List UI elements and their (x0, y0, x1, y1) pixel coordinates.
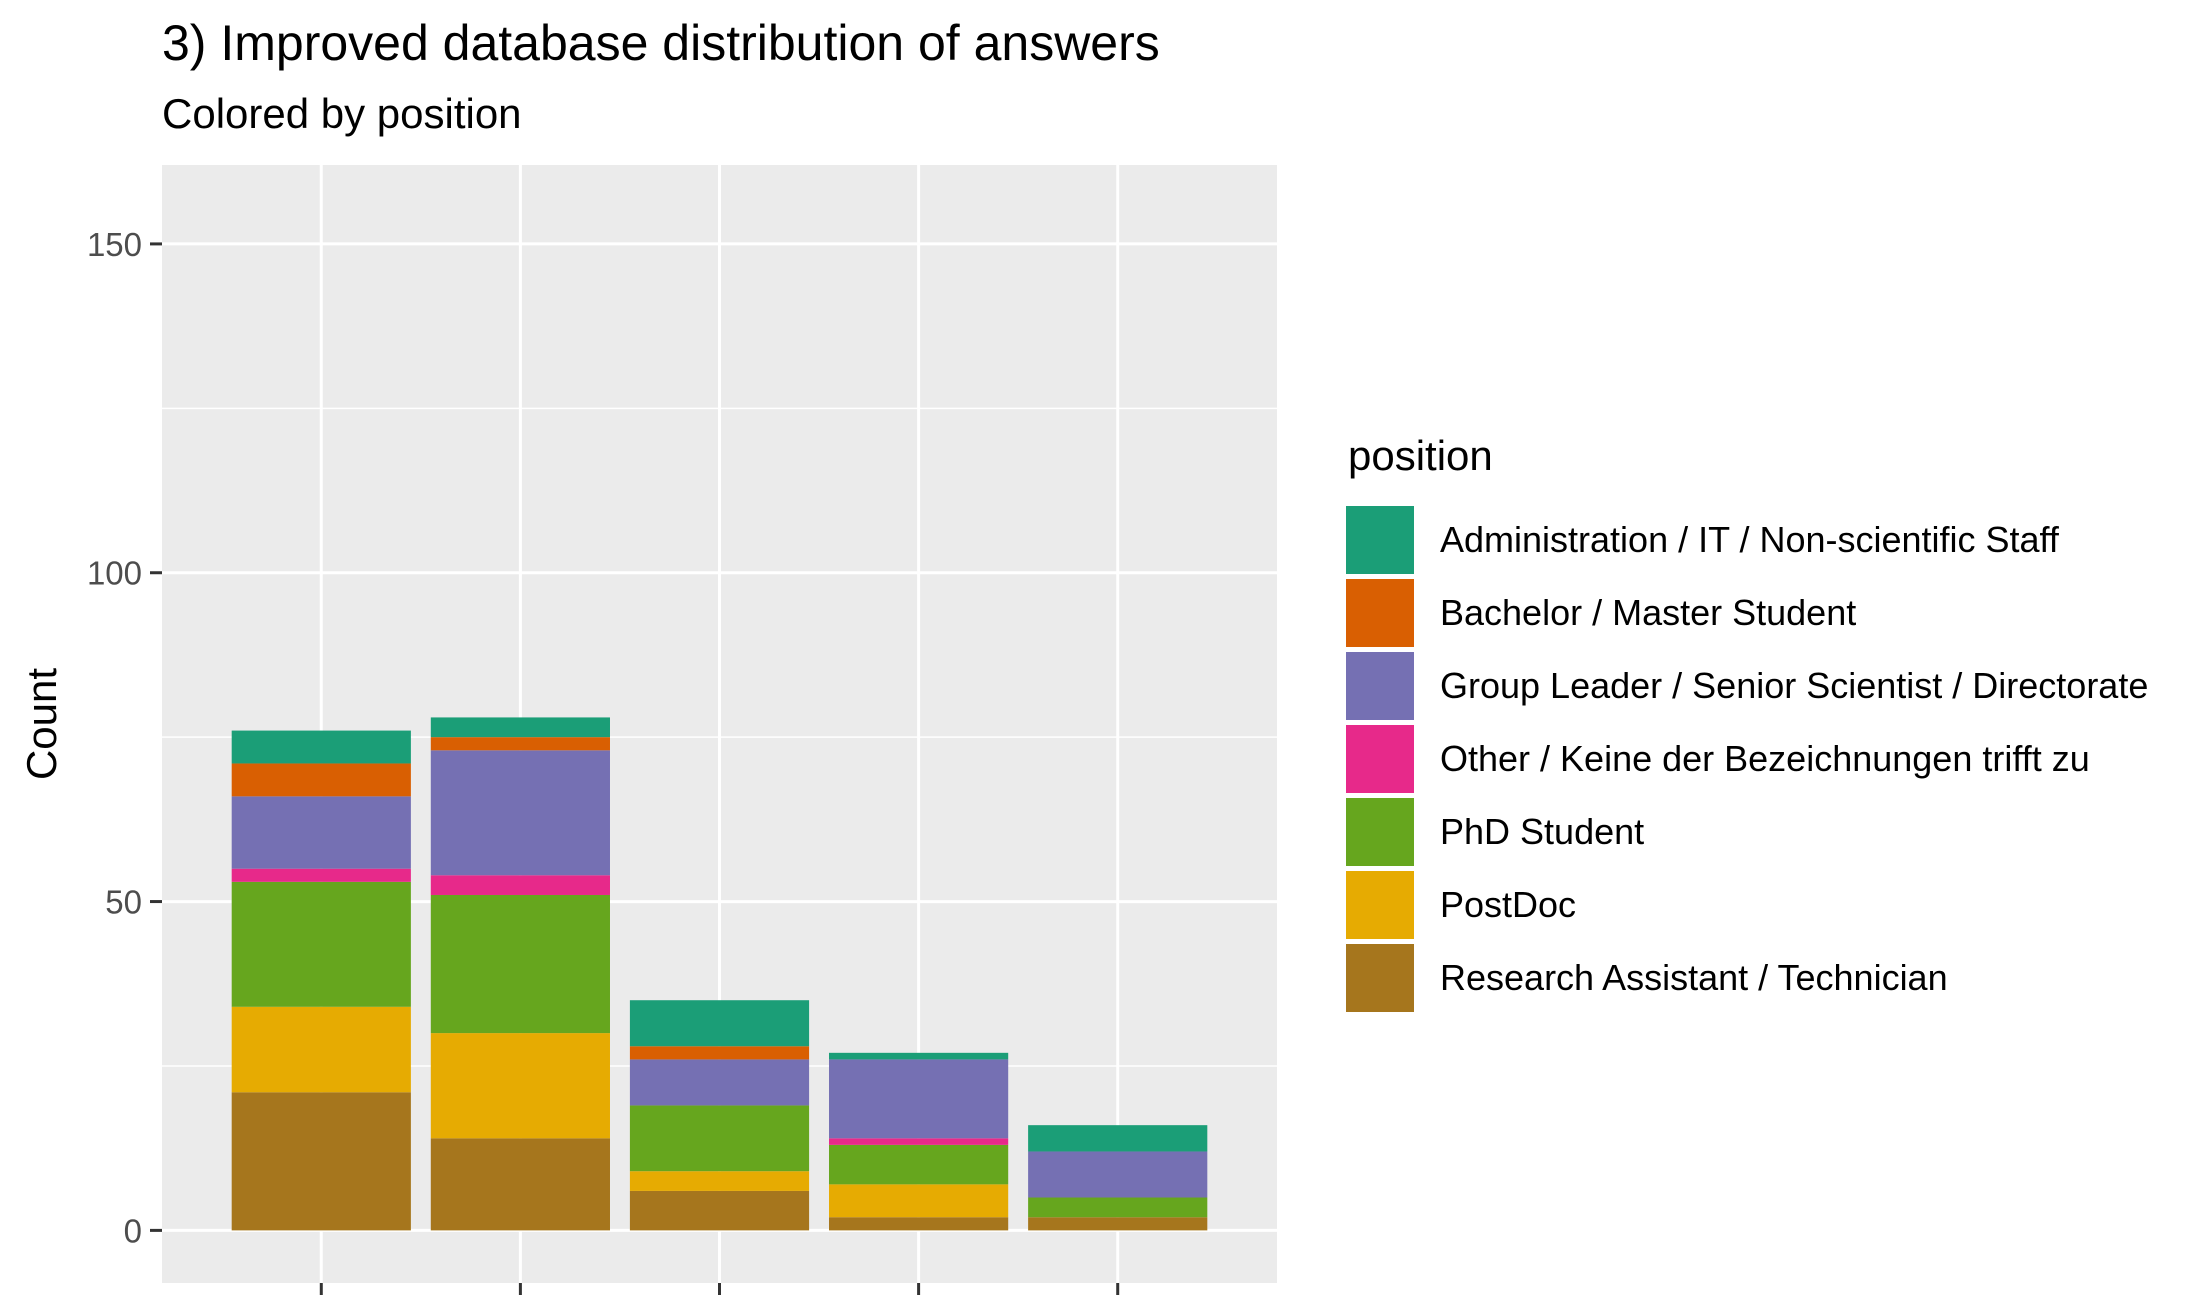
bar-segment (629, 1000, 810, 1047)
y-tick-label: 50 (105, 884, 142, 921)
legend-swatch (1346, 725, 1414, 793)
legend-swatch (1346, 652, 1414, 720)
bar-segment (430, 1138, 610, 1231)
bar-segment (1028, 1151, 1208, 1198)
legend-item: Bachelor / Master Student (1346, 577, 2166, 649)
bar-segment (231, 730, 411, 764)
legend-label: PhD Student (1440, 811, 1645, 852)
legend-title: position (1348, 432, 1493, 479)
bar-segment (1028, 1125, 1208, 1152)
y-axis-label: Count (18, 668, 65, 780)
legend-label: Administration / IT / Non-scientific Sta… (1440, 519, 2059, 560)
legend-swatch (1346, 871, 1414, 939)
legend-swatch (1346, 579, 1414, 647)
bar-segment (231, 1006, 411, 1093)
bar-segment (629, 1190, 810, 1231)
y-tick-label: 150 (87, 226, 142, 263)
bar-segment (430, 894, 610, 1034)
bar-segment (231, 796, 411, 869)
legend-label: Group Leader / Senior Scientist / Direct… (1440, 665, 2149, 706)
legend-swatch (1346, 798, 1414, 866)
bar-segment (430, 737, 610, 751)
bar-segment (430, 875, 610, 895)
bar-segment (430, 1033, 610, 1139)
bar-segment (829, 1217, 1009, 1231)
legend-swatch (1346, 506, 1414, 574)
bar-segment (430, 750, 610, 876)
bar-segment (829, 1144, 1009, 1185)
legend-item: Group Leader / Senior Scientist / Direct… (1346, 650, 2166, 722)
bar-segment (629, 1171, 810, 1191)
bar-segment (829, 1184, 1009, 1218)
y-tick-label: 100 (87, 555, 142, 592)
bar-segment (629, 1059, 810, 1106)
y-axis: 0 50 100 150 (87, 226, 162, 1249)
x-axis (319, 1283, 1120, 1295)
legend-item: Administration / IT / Non-scientific Sta… (1346, 504, 2166, 576)
bar-segment (1028, 1197, 1208, 1218)
chart-subtitle: Colored by position (162, 90, 522, 137)
bar-segment (829, 1138, 1009, 1145)
legend-item: Other / Keine der Bezeichnungen trifft z… (1346, 723, 2166, 795)
bar-segment (231, 763, 411, 797)
legend-item: PostDoc (1346, 869, 2166, 941)
bar-segment (629, 1105, 810, 1172)
bar-segment (829, 1059, 1009, 1139)
bar-segment (1028, 1217, 1208, 1231)
legend-label: PostDoc (1440, 884, 1577, 925)
bar-segment (430, 717, 610, 738)
bar-segment (231, 881, 411, 1007)
bar-segments (231, 717, 1208, 1231)
legend-label: Research Assistant / Technician (1440, 957, 1948, 998)
legend-label: Other / Keine der Bezeichnungen trifft z… (1440, 738, 2090, 779)
bar-segment (629, 1046, 810, 1060)
y-tick-label: 0 (124, 1212, 142, 1249)
bar-segment (231, 868, 411, 882)
legend-swatch (1346, 944, 1414, 1012)
legend-item: PhD Student (1346, 796, 2166, 868)
legend-item: Research Assistant / Technician (1346, 942, 2166, 1014)
chart-title: 3) Improved database distribution of ans… (162, 15, 1160, 71)
bar-segment (829, 1052, 1009, 1060)
bar-segment (231, 1092, 411, 1231)
legend-label: Bachelor / Master Student (1440, 592, 1857, 633)
